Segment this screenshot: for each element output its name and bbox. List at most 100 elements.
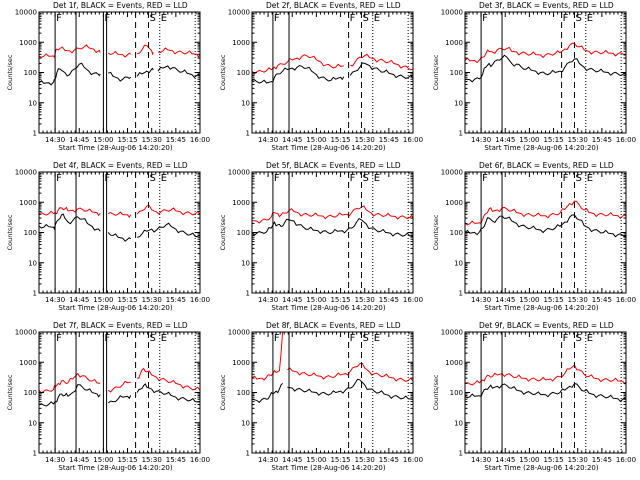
- marker-letter-3: E: [587, 173, 593, 184]
- y-tick-label-3: 1000: [445, 39, 463, 47]
- events-series-seg-2: [136, 383, 200, 403]
- lld-series-seg-0: [252, 205, 413, 224]
- x-tick-label-1: 14:45: [495, 296, 515, 304]
- events-series-seg-0: [465, 54, 626, 83]
- y-tick-label-1: 10: [28, 259, 37, 267]
- y-tick-label-1: 10: [28, 419, 37, 427]
- x-tick-label-6: 16:00: [403, 456, 423, 464]
- x-tick-label-5: 15:45: [379, 456, 399, 464]
- marker-letter-2: S: [575, 13, 581, 24]
- events-series-seg-1: [107, 395, 132, 404]
- x-tick-label-4: 15:30: [568, 296, 588, 304]
- x-tick-label-2: 15:00: [93, 136, 113, 144]
- x-tick-label-3: 15:15: [543, 136, 563, 144]
- x-axis-label: Start Time (28-Aug-06 14:20:20): [58, 464, 172, 472]
- y-tick-label-2: 100: [237, 229, 250, 237]
- marker-letter-1: F: [350, 173, 356, 184]
- events-series-seg-2: [136, 67, 154, 77]
- x-tick-label-3: 15:15: [543, 456, 563, 464]
- x-tick-label-1: 14:45: [282, 136, 302, 144]
- marker-letter-0: F: [56, 173, 62, 184]
- y-axis-label: Counts/sec: [432, 54, 440, 90]
- y-tick-label-0: 1: [246, 450, 250, 458]
- y-tick-label-3: 1000: [232, 359, 250, 367]
- marker-letter-2: S: [575, 333, 581, 344]
- marker-letter-3: E: [161, 333, 167, 344]
- marker-letter-3: E: [161, 13, 167, 24]
- x-tick-label-6: 16:00: [190, 456, 210, 464]
- x-tick-label-5: 15:45: [379, 136, 399, 144]
- marker-letter-1: F: [563, 173, 569, 184]
- x-tick-label-5: 15:45: [166, 296, 186, 304]
- marker-letter-0: F: [274, 13, 280, 24]
- lld-series-seg-2: [137, 44, 154, 56]
- x-tick-label-6: 16:00: [616, 296, 636, 304]
- marker-letter-3: E: [374, 13, 380, 24]
- marker-letter-2: S: [575, 173, 581, 184]
- panel-title: Det 5f, BLACK = Events, RED = LLD: [266, 161, 401, 170]
- x-axis-label: Start Time (28-Aug-06 14:20:20): [271, 464, 385, 472]
- lld-series-seg-2: [136, 204, 200, 216]
- y-tick-label-0: 1: [246, 130, 250, 138]
- x-tick-label-5: 15:45: [166, 456, 186, 464]
- events-series-seg-0: [252, 64, 345, 84]
- lld-series-seg-1: [108, 211, 132, 219]
- lld-series-seg-1: [107, 50, 132, 58]
- panel-title: Det 6f, BLACK = Events, RED = LLD: [479, 161, 614, 170]
- marker-letter-0: F: [56, 333, 62, 344]
- marker-letter-3: E: [374, 333, 380, 344]
- y-tick-label-1: 10: [241, 99, 250, 107]
- y-tick-label-3: 1000: [445, 199, 463, 207]
- x-tick-label-6: 16:00: [616, 456, 636, 464]
- events-series-seg-1: [349, 62, 413, 79]
- marker-letter-0: F: [56, 13, 62, 24]
- x-tick-label-0: 14:30: [471, 296, 491, 304]
- x-tick-label-1: 14:45: [495, 136, 515, 144]
- plot-frame: [464, 331, 627, 454]
- x-tick-label-0: 14:30: [471, 136, 491, 144]
- y-tick-label-2: 100: [237, 69, 250, 77]
- plot-frame: [38, 171, 201, 294]
- lld-series-seg-2: [137, 367, 200, 391]
- x-tick-label-3: 15:15: [330, 296, 350, 304]
- plot-frame: [38, 11, 201, 134]
- lld-series-seg-3: [157, 47, 200, 58]
- marker-letter-3: E: [161, 173, 167, 184]
- panel-det-4: Det 4f, BLACK = Events, RED = LLD F F S E 1 10…: [6, 161, 210, 312]
- y-tick-label-2: 100: [237, 389, 250, 397]
- events-series-seg-1: [107, 232, 132, 242]
- y-tick-label-0: 1: [33, 130, 37, 138]
- x-tick-label-6: 16:00: [616, 136, 636, 144]
- marker-letter-2: S: [149, 333, 155, 344]
- y-tick-label-4: 10000: [15, 329, 37, 337]
- lld-series-seg-0: [39, 372, 101, 394]
- x-tick-label-1: 14:45: [69, 296, 89, 304]
- x-tick-label-4: 15:30: [142, 296, 162, 304]
- marker-letter-0: F: [482, 173, 488, 184]
- events-series-seg-0: [465, 382, 626, 403]
- x-tick-label-4: 15:30: [568, 456, 588, 464]
- y-axis-label: Counts/sec: [6, 374, 14, 410]
- y-axis-label: Counts/sec: [432, 214, 440, 250]
- marker-letter-0: F: [482, 333, 488, 344]
- events-series-seg-1: [287, 378, 413, 400]
- panel-title: Det 2f, BLACK = Events, RED = LLD: [266, 1, 401, 10]
- x-tick-label-6: 16:00: [403, 136, 423, 144]
- lld-series-seg-0: [252, 54, 344, 75]
- y-axis-label: Counts/sec: [219, 54, 227, 90]
- y-tick-label-4: 10000: [228, 169, 250, 177]
- x-tick-label-4: 15:30: [142, 136, 162, 144]
- events-series-seg-0: [39, 213, 101, 232]
- x-tick-label-4: 15:30: [355, 136, 375, 144]
- x-tick-label-6: 16:00: [190, 296, 210, 304]
- y-tick-label-1: 10: [454, 99, 463, 107]
- events-series-seg-0: [465, 214, 626, 238]
- x-tick-label-5: 15:45: [379, 296, 399, 304]
- marker-letter-1: F: [563, 333, 569, 344]
- marker-letter-1: F: [350, 333, 356, 344]
- panel-title: Det 3f, BLACK = Events, RED = LLD: [479, 1, 614, 10]
- marker-letter-1: F: [104, 13, 110, 24]
